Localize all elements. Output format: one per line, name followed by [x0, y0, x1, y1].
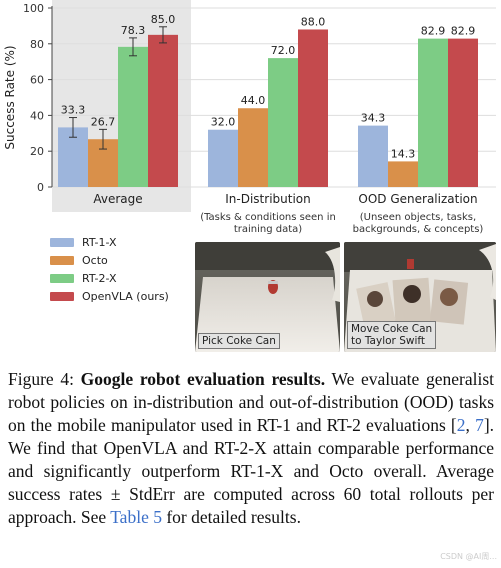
group-label: OOD Generalization	[358, 192, 477, 206]
figure-caption: Figure 4: Google robot evaluation result…	[8, 368, 494, 529]
bar-openvla-ours-	[148, 34, 178, 187]
group-sublabel: (Tasks & conditions seen in	[200, 212, 336, 223]
data-label: 44.0	[241, 94, 266, 107]
data-label: 14.3	[391, 147, 416, 160]
bar-rt-1-x	[208, 129, 238, 187]
caption-text-1: We evaluate generalist robot policies on…	[8, 369, 494, 435]
caption-separator: ,	[465, 415, 476, 435]
y-tick-label: 0	[37, 181, 44, 194]
legend-swatch-rt1x	[50, 237, 74, 247]
legend-swatch-openvla	[50, 291, 74, 301]
data-label: 34.3	[361, 112, 386, 125]
data-label: 32.0	[211, 116, 236, 129]
legend-item-rt1x: RT-1-X	[50, 233, 200, 251]
legend-label-openvla: OpenVLA (ours)	[82, 289, 169, 303]
table-5-link[interactable]: Table 5	[110, 507, 162, 527]
chart-legend: RT-1-X Octo RT-2-X OpenVLA (ours)	[50, 233, 200, 305]
photo-pick-coke-can: Pick Coke Can	[195, 242, 340, 352]
legend-item-openvla: OpenVLA (ours)	[50, 287, 200, 305]
photo-move-coke-can: Move Coke Can to Taylor Swift	[344, 242, 496, 352]
group-label: In-Distribution	[225, 192, 310, 206]
group-label: Average	[93, 192, 142, 206]
data-label: 82.9	[451, 25, 476, 38]
caption-prefix: Figure 4:	[8, 369, 81, 389]
data-label: 82.9	[421, 25, 446, 38]
bar-rt-2-x	[418, 38, 448, 187]
caption-text-2: ]. We find that OpenVLA and RT-2-X attai…	[8, 415, 495, 527]
legend-swatch-octo	[50, 255, 74, 265]
data-label: 26.7	[91, 115, 116, 128]
data-label: 85.0	[151, 13, 176, 26]
y-tick-label: 60	[30, 74, 44, 87]
bar-rt-2-x	[118, 46, 148, 187]
bar-openvla-ours-	[298, 29, 328, 188]
legend-label-rt2x: RT-2-X	[82, 271, 117, 285]
data-label: 88.0	[301, 15, 326, 28]
legend-label-rt1x: RT-1-X	[82, 235, 117, 249]
y-tick-label: 80	[30, 38, 44, 51]
bar-rt-1-x	[358, 125, 388, 187]
caption-title: Google robot evaluation results.	[80, 369, 326, 389]
photo-caption-move: Move Coke Can to Taylor Swift	[347, 321, 437, 349]
y-tick-label: 20	[30, 145, 44, 158]
y-tick-label: 40	[30, 109, 44, 122]
citation-link-2[interactable]: 2	[456, 415, 466, 435]
group-sublabel: (Unseen objects, tasks,	[360, 212, 476, 223]
caption-text-3: for detailed results.	[161, 507, 301, 527]
data-label: 78.3	[121, 24, 146, 37]
group-sublabel: backgrounds, & concepts)	[353, 224, 484, 235]
success-rate-bar-chart: 0 20 40 60 80 100 Success Rate (%) 33.3 26.7 78.3…	[3, 0, 496, 235]
bar-openvla-ours-	[448, 38, 478, 187]
y-tick-label: 100	[23, 2, 44, 15]
data-label: 33.3	[61, 104, 86, 117]
legend-label-octo: Octo	[82, 253, 108, 267]
legend-swatch-rt2x	[50, 273, 74, 283]
citation-link-7[interactable]: 7	[475, 415, 484, 435]
bar-rt-2-x	[268, 58, 298, 188]
group-sublabel: training data)	[234, 224, 302, 235]
bar-octo	[238, 108, 268, 187]
legend-item-rt2x: RT-2-X	[50, 269, 200, 287]
coke-can-icon	[407, 259, 414, 269]
y-axis-label: Success Rate (%)	[3, 45, 17, 149]
bar-octo	[388, 161, 418, 187]
legend-item-octo: Octo	[50, 251, 200, 269]
data-label: 72.0	[271, 44, 296, 57]
photo-caption-pick: Pick Coke Can	[198, 333, 280, 349]
watermark: CSDN @AI周...	[440, 552, 497, 561]
